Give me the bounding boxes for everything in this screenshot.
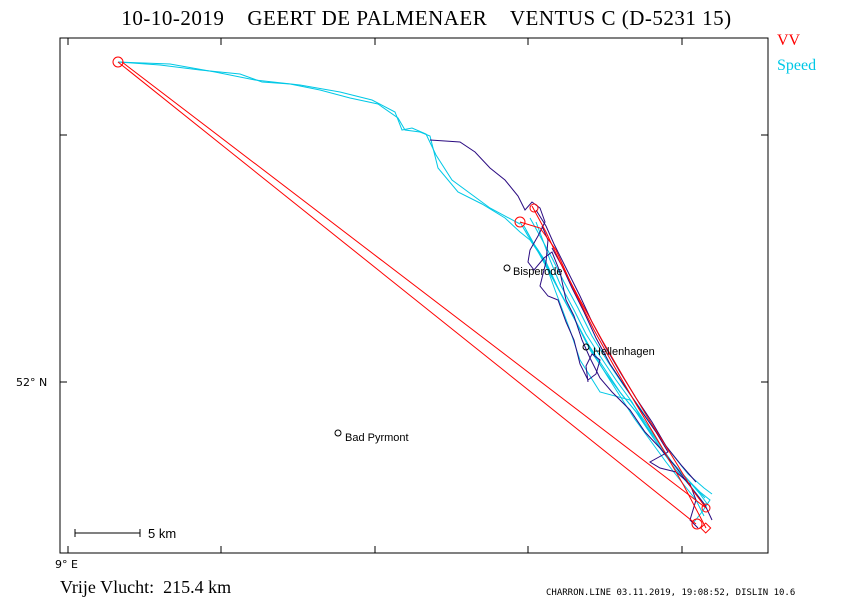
place-label-bad-pyrmont: Bad Pyrmont <box>345 432 409 444</box>
scale-bar-label: 5 km <box>148 526 176 541</box>
vv-lines <box>117 61 707 529</box>
flight-track <box>429 139 713 529</box>
free-flight-distance: Vrije Vlucht: 215.4 km <box>60 577 232 597</box>
longitude-label: 9° E <box>55 558 78 571</box>
speed-track <box>117 61 713 523</box>
place-label-hellenhagen: Hellenhagen <box>593 346 655 358</box>
place-marker-bisperode <box>503 264 511 272</box>
map-frame <box>59 37 769 554</box>
legend-vv: VV <box>777 32 801 49</box>
place-label-bisperode: Bisperode <box>513 266 563 278</box>
place-marker-hellenhagen <box>582 343 590 351</box>
legend-speed: Speed <box>777 57 817 74</box>
footer-info: CHARRON.LINE 03.11.2019, 19:08:52, DISLI… <box>546 588 796 598</box>
place-markers <box>334 264 590 437</box>
scale-bar <box>74 529 141 537</box>
axis-ticks <box>60 38 768 553</box>
map-title: 10-10-2019 GEERT DE PALMENAER VENTUS C (… <box>121 6 732 30</box>
latitude-label: 52° N <box>16 376 48 389</box>
vv-markers <box>112 56 712 534</box>
place-marker-bad-pyrmont <box>334 429 342 437</box>
